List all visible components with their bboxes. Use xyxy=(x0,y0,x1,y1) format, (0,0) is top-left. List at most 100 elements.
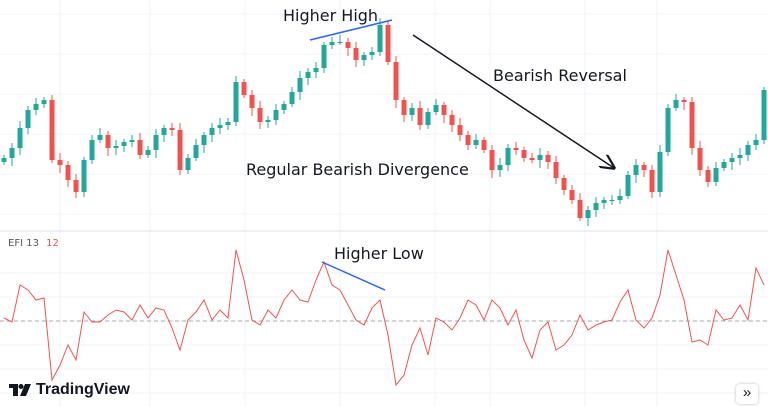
candle-body xyxy=(657,152,663,192)
candle-body xyxy=(465,135,471,145)
candle-body xyxy=(753,140,759,145)
candle-body xyxy=(329,42,335,45)
efi-legend-length: 13 xyxy=(26,238,39,249)
candle-body xyxy=(481,140,487,150)
candle-body xyxy=(265,120,271,122)
candle-body xyxy=(17,128,23,148)
candle-body xyxy=(145,150,151,155)
candle-body xyxy=(745,145,751,155)
candle-body xyxy=(617,196,623,200)
candle-body xyxy=(305,72,311,78)
candle-body xyxy=(257,108,263,122)
candle-body xyxy=(505,148,511,165)
candle-body xyxy=(249,95,255,108)
candle-body xyxy=(473,140,479,145)
candle-body xyxy=(633,165,639,175)
candle-body xyxy=(161,128,167,135)
candle-body xyxy=(609,200,615,201)
candle-body xyxy=(673,100,679,108)
candle-body xyxy=(105,135,111,148)
candle-body xyxy=(649,170,655,192)
candle-body xyxy=(337,42,343,43)
candle-body xyxy=(689,102,695,148)
candle-body xyxy=(73,180,79,192)
candle-body xyxy=(185,158,191,170)
candle-body xyxy=(81,160,87,192)
candle-body xyxy=(729,158,735,162)
candle-body xyxy=(345,42,351,48)
tradingview-logo[interactable]: TradingView xyxy=(9,381,130,399)
candle-body xyxy=(593,203,599,210)
candle-body xyxy=(569,190,575,200)
candle-body xyxy=(441,105,447,115)
candle-body xyxy=(449,115,455,125)
candle-body xyxy=(601,200,607,203)
candle-body xyxy=(49,100,55,160)
candle-body xyxy=(537,155,543,160)
candle-body xyxy=(625,175,631,196)
candle-body xyxy=(9,148,15,158)
candle-body xyxy=(409,108,415,115)
candle-body xyxy=(297,78,303,92)
candle-body xyxy=(233,82,239,122)
candle-body xyxy=(681,100,687,102)
scroll-to-realtime-button[interactable]: » xyxy=(736,384,758,404)
tradingview-logo-icon xyxy=(9,384,31,396)
bearish-reversal-arrow[interactable] xyxy=(412,34,614,168)
candle-body xyxy=(489,150,495,170)
candle-body xyxy=(97,135,103,140)
efi-legend[interactable]: EFI 13 12 xyxy=(8,238,59,249)
candle-body xyxy=(153,135,159,150)
candle-body xyxy=(721,162,727,168)
candle-body xyxy=(641,165,647,170)
candle-body xyxy=(377,25,383,52)
candle-body xyxy=(129,140,135,142)
candle-body xyxy=(417,108,423,125)
higher-high-label: Higher High xyxy=(283,6,379,25)
candle-body xyxy=(585,210,591,218)
candle-body xyxy=(497,165,503,170)
candle-body xyxy=(705,170,711,182)
higher-low-label: Higher Low xyxy=(334,244,424,263)
candle-body xyxy=(529,158,535,160)
brand-name: TradingView xyxy=(36,381,130,398)
candle-body xyxy=(761,90,767,140)
candle-body xyxy=(209,128,215,135)
candle-body xyxy=(289,92,295,104)
candle-body xyxy=(521,150,527,158)
candle-body xyxy=(225,122,231,125)
candle-body xyxy=(113,146,119,148)
candle-body xyxy=(425,112,431,125)
candle-body xyxy=(393,62,399,100)
efi-legend-name: EFI xyxy=(8,238,24,249)
candle-body xyxy=(25,110,31,128)
candle-body xyxy=(1,158,7,162)
candle-body xyxy=(513,148,519,150)
candle-body xyxy=(577,200,583,218)
candle-body xyxy=(201,135,207,145)
candle-body xyxy=(65,165,71,180)
higher-low-trendline[interactable] xyxy=(321,261,386,291)
candle-body xyxy=(369,52,375,55)
candle-body xyxy=(321,45,327,68)
efi-legend-value: 12 xyxy=(46,238,59,249)
candle-body xyxy=(433,105,439,112)
candle-body xyxy=(177,130,183,170)
candle-body xyxy=(545,155,551,162)
candle-body xyxy=(401,100,407,115)
candle-body xyxy=(553,162,559,178)
candle-body xyxy=(457,125,463,135)
candle-body xyxy=(217,125,223,128)
candle-body xyxy=(273,110,279,120)
candle-body xyxy=(665,108,671,152)
candle-body xyxy=(121,142,127,146)
efi-line xyxy=(3,249,765,387)
candle-body xyxy=(169,128,175,130)
candle-body xyxy=(361,55,367,60)
candle-body xyxy=(33,104,39,110)
candle-body xyxy=(137,140,143,155)
candle-body xyxy=(353,48,359,60)
higher-high-trendline[interactable] xyxy=(309,19,393,41)
